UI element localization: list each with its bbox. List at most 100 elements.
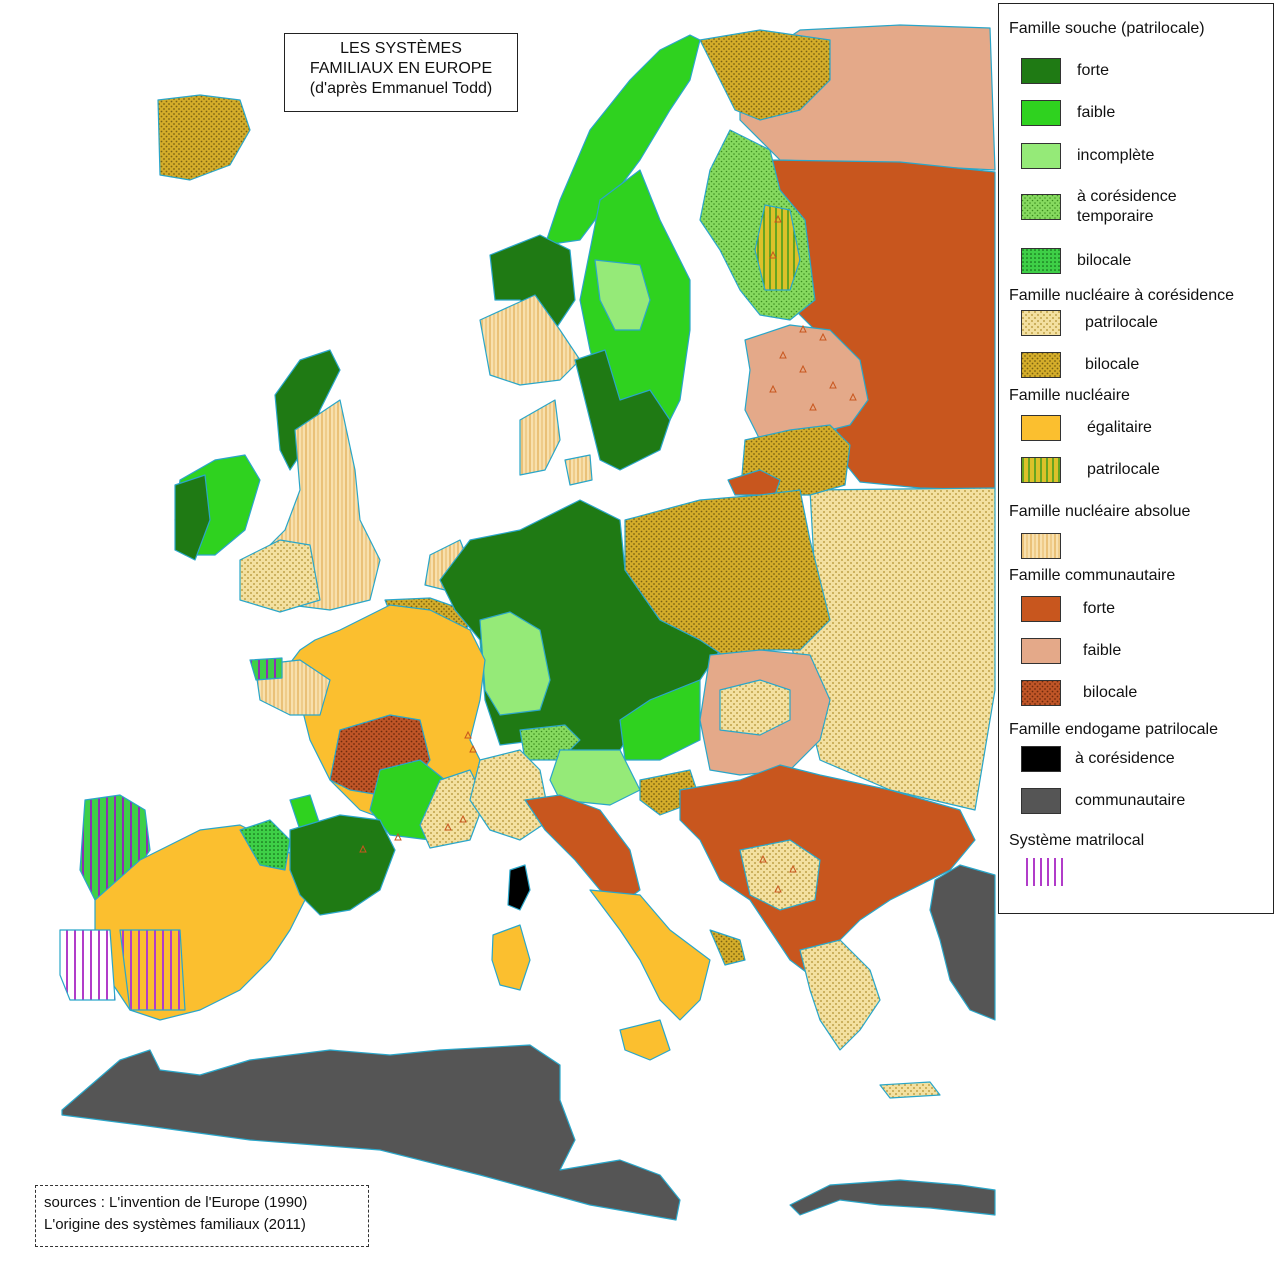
brittany-matrilocal	[249, 657, 283, 681]
legend-swatch-comm-bilocale	[1021, 680, 1061, 706]
egypt-region	[789, 1179, 996, 1216]
legend-label-nuc-egalitaire: égalitaire	[1087, 419, 1152, 436]
italy-south-egalitaire	[589, 889, 711, 1021]
legend-label-temporaire-line-2: temporaire	[1077, 208, 1154, 225]
balkans-forte	[679, 764, 976, 976]
poland-bilocale	[624, 489, 831, 661]
legend-swatch-nuc-absolue	[1021, 533, 1061, 559]
legend-item-nuc-cores-patri: patrilocale	[1021, 310, 1158, 336]
legend-item-souche-forte: forte	[1021, 58, 1109, 84]
switzerland-incomplete	[549, 749, 641, 806]
map-title-line-3: (d'après Emmanuel Todd)	[309, 80, 493, 97]
legend-group-endogame: Famille endogame patrilocale	[1009, 721, 1218, 738]
legend-item-comm-faible: faible	[1021, 638, 1121, 664]
legend-label-nuc-patrilocale: patrilocale	[1087, 461, 1160, 478]
portugal-matrilocal	[59, 929, 116, 1001]
germany-west-incomplete	[479, 611, 551, 716]
corsica-endogame	[507, 864, 531, 911]
legend-item-endo-comm: communautaire	[1021, 788, 1185, 814]
legend-swatch-nuc-patrilocale	[1021, 457, 1061, 483]
legend-group-nucleaire-absolue: Famille nucléaire absolue	[1009, 503, 1191, 520]
map-title-line-1: LES SYSTÈMES	[340, 40, 462, 57]
estonia-latvia-region	[744, 324, 869, 441]
kaliningrad-forte	[727, 469, 781, 496]
legend-swatch-nuc-cores-patri	[1021, 310, 1061, 336]
catalonia-bilocale	[239, 819, 291, 871]
legend-swatch-nuc-egalitaire	[1021, 415, 1061, 441]
legend-item-matrilocal	[1021, 857, 1067, 887]
sicily-egalitaire	[619, 1019, 671, 1061]
england-dotted-region	[239, 539, 321, 613]
finland-east-patri	[754, 204, 801, 291]
finland-north-patri	[699, 29, 831, 121]
norway-west-absolue	[479, 294, 581, 386]
legend-item-nuc-cores-bilo: bilocale	[1021, 352, 1139, 378]
iceland-region	[157, 94, 251, 181]
legend-label-souche-forte: forte	[1077, 62, 1110, 79]
legend-swatch-souche-temporaire	[1021, 194, 1061, 220]
france-east-region	[469, 749, 551, 841]
hungary-inner-patri	[719, 679, 791, 736]
ireland-west-forte	[174, 474, 211, 561]
legend-item-nuc-absolue	[1021, 533, 1061, 559]
crete-patri	[879, 1081, 941, 1099]
legend-item-nuc-egalitaire: égalitaire	[1021, 415, 1152, 441]
sources-box: sources : L'invention de l'Europe (1990)…	[35, 1185, 369, 1247]
spain-matrilocal	[119, 929, 186, 1011]
sweden-south-forte	[574, 349, 671, 471]
legend-swatch-endo-cores	[1021, 746, 1061, 772]
legend-swatch-comm-forte	[1021, 596, 1061, 622]
map-legend: Famille souche (patrilocale) forte faibl…	[998, 3, 1274, 914]
sardinia-egalitaire	[491, 924, 531, 991]
italy-north-forte	[524, 794, 641, 906]
legend-item-souche-temporaire: à corésidence temporaire	[1021, 187, 1177, 227]
map-title-box: LES SYSTÈMES FAMILIAUX EN EUROPE (d'aprè…	[284, 33, 518, 112]
legend-group-nucleaire-coresidence: Famille nucléaire à corésidence	[1009, 287, 1234, 304]
catalonia-forte	[289, 814, 396, 916]
sweden-incomplete	[594, 259, 651, 331]
legend-label-temporaire-line-1: à corésidence	[1077, 188, 1177, 205]
sources-line-1: sources : L'invention de l'Europe (1990)	[44, 1194, 308, 1211]
legend-label-souche-temporaire: à corésidence temporaire	[1077, 187, 1177, 227]
legend-label-endo-cores: à corésidence	[1075, 750, 1175, 767]
denmark-islands	[564, 454, 593, 486]
legend-swatch-souche-incomplete	[1021, 143, 1061, 169]
legend-label-endo-comm: communautaire	[1075, 792, 1186, 809]
legend-item-nuc-patrilocale: patrilocale	[1021, 457, 1160, 483]
north-africa-region	[61, 1044, 681, 1221]
legend-swatch-nuc-cores-bilo	[1021, 352, 1061, 378]
bosnia-patri	[739, 839, 821, 911]
legend-item-comm-bilocale: bilocale	[1021, 680, 1137, 706]
legend-swatch-endo-comm	[1021, 788, 1061, 814]
legend-label-souche-faible: faible	[1077, 104, 1116, 121]
legend-item-souche-incomplete: incomplète	[1021, 143, 1154, 169]
norway-south-forte	[489, 234, 576, 331]
legend-swatch-souche-forte	[1021, 58, 1061, 84]
legend-item-comm-forte: forte	[1021, 596, 1115, 622]
legend-label-comm-faible: faible	[1083, 642, 1122, 659]
provence-region	[419, 769, 486, 849]
scotland-forte	[274, 349, 341, 471]
legend-group-famille-souche: Famille souche (patrilocale)	[1009, 20, 1205, 37]
russia-south-cores-patri	[789, 487, 996, 811]
legend-label-souche-incomplete: incomplète	[1077, 147, 1155, 164]
legend-item-souche-faible: faible	[1021, 100, 1115, 126]
legend-swatch-souche-bilocale	[1021, 248, 1061, 274]
greece-patri	[799, 939, 881, 1051]
denmark-region	[519, 399, 561, 476]
legend-group-communautaire: Famille communautaire	[1009, 567, 1176, 584]
legend-label-comm-forte: forte	[1083, 600, 1116, 617]
legend-label-nuc-cores-bilo: bilocale	[1085, 356, 1140, 373]
legend-label-souche-bilocale: bilocale	[1077, 252, 1132, 269]
legend-group-matrilocal: Système matrilocal	[1009, 832, 1145, 849]
legend-item-souche-bilocale: bilocale	[1021, 248, 1131, 274]
italy-east-bilocale	[709, 929, 746, 966]
triangle-markers	[359, 214, 857, 893]
turkey-communautaire	[929, 864, 996, 1021]
legend-group-nucleaire: Famille nucléaire	[1009, 387, 1130, 404]
sources-line-2: L'origine des systèmes familiaux (2011)	[44, 1216, 306, 1233]
legend-label-nuc-cores-patri: patrilocale	[1085, 314, 1158, 331]
legend-label-comm-bilocale: bilocale	[1083, 684, 1138, 701]
legend-swatch-matrilocal	[1026, 858, 1063, 886]
